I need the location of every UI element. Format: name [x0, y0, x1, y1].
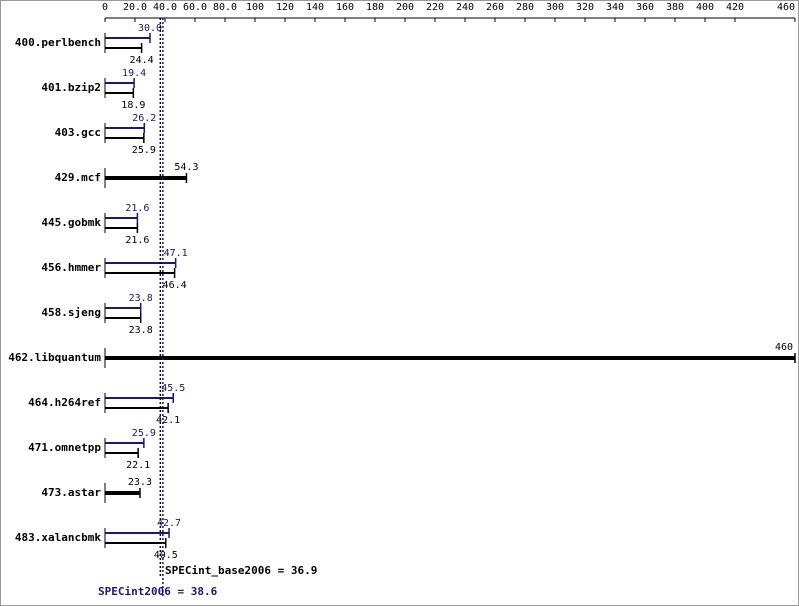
- x-tick-label: 100: [246, 2, 264, 13]
- category-label: 464.h264ref: [28, 396, 101, 409]
- value-label: 25.9: [132, 428, 156, 439]
- x-tick-label: 320: [576, 2, 594, 13]
- value-label: 25.9: [132, 145, 156, 156]
- value-label: 42.7: [157, 518, 181, 529]
- x-tick-label: 260: [486, 2, 504, 13]
- category-label: 483.xalancbmk: [15, 531, 101, 544]
- x-tick-label: 160: [336, 2, 354, 13]
- value-label: 18.9: [121, 100, 145, 111]
- x-tick-label: 180: [366, 2, 384, 13]
- x-tick-label: 220: [426, 2, 444, 13]
- value-label: 54.3: [174, 162, 198, 173]
- x-tick-label: 40.0: [153, 2, 177, 13]
- x-tick-label: 80.0: [213, 2, 237, 13]
- value-label: 46.4: [163, 280, 187, 291]
- value-label: 26.2: [132, 113, 156, 124]
- value-label: 45.5: [161, 383, 185, 394]
- value-label: 40.5: [154, 550, 178, 561]
- reference-label: SPECint_base2006 = 36.9: [165, 564, 317, 577]
- value-label: 460: [775, 342, 793, 353]
- value-label: 23.8: [129, 325, 153, 336]
- value-label: 22.1: [126, 460, 150, 471]
- value-label: 24.4: [130, 55, 154, 66]
- x-tick-label: 0: [102, 2, 108, 13]
- category-label: 458.sjeng: [41, 306, 101, 319]
- x-tick-label: 300: [546, 2, 564, 13]
- category-label: 471.omnetpp: [28, 441, 101, 454]
- x-tick-label: 380: [666, 2, 684, 13]
- category-label: 462.libquantum: [8, 351, 101, 364]
- value-label: 21.6: [125, 203, 149, 214]
- x-tick-label: 420: [726, 2, 744, 13]
- category-label: 429.mcf: [55, 171, 101, 184]
- x-tick-label: 340: [606, 2, 624, 13]
- x-tick-label: 280: [516, 2, 534, 13]
- x-tick-label: 60.0: [183, 2, 207, 13]
- value-label: 21.6: [125, 235, 149, 246]
- value-label: 19.4: [122, 68, 146, 79]
- x-tick-label: 120: [276, 2, 294, 13]
- value-label: 47.1: [164, 248, 188, 259]
- category-label: 473.astar: [41, 486, 101, 499]
- x-tick-label: 360: [636, 2, 654, 13]
- category-label: 400.perlbench: [15, 36, 101, 49]
- category-label: 403.gcc: [55, 126, 101, 139]
- x-tick-label: 240: [456, 2, 474, 13]
- category-label: 445.gobmk: [41, 216, 101, 229]
- x-tick-label: 460: [777, 2, 795, 13]
- x-tick-label: 200: [396, 2, 414, 13]
- value-label: 30.0: [138, 23, 162, 34]
- value-label: 42.1: [156, 415, 180, 426]
- x-tick-label: 400: [696, 2, 714, 13]
- reference-label: SPECint2006 = 38.6: [98, 585, 218, 598]
- value-label: 23.8: [129, 293, 153, 304]
- x-tick-label: 140: [306, 2, 324, 13]
- category-label: 456.hmmer: [41, 261, 101, 274]
- value-label: 23.3: [128, 477, 152, 488]
- x-tick-label: 20.0: [123, 2, 147, 13]
- category-label: 401.bzip2: [41, 81, 101, 94]
